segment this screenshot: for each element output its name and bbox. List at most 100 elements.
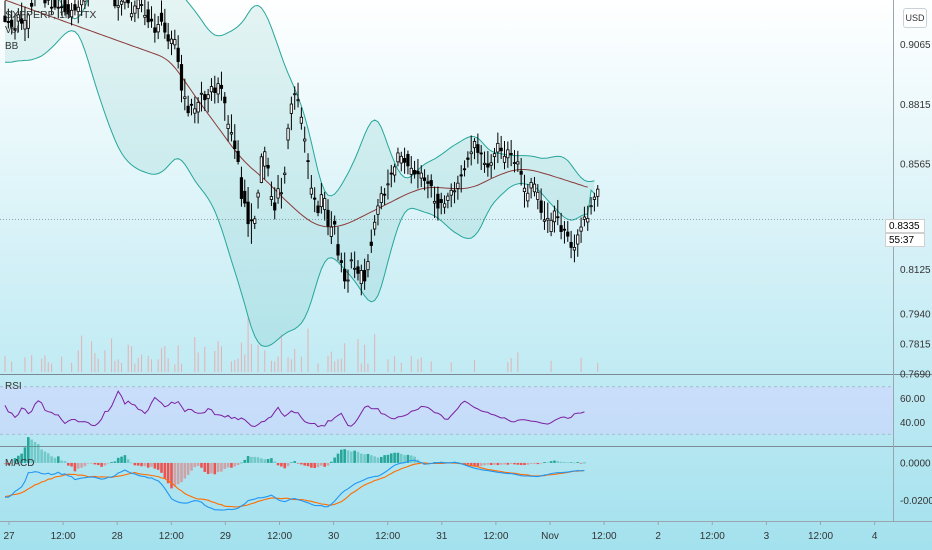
macd-histogram-bar [370, 455, 373, 463]
macd-histogram-bar [466, 462, 470, 465]
candle-body [383, 193, 387, 196]
price-tick-label: 0.7690 [900, 370, 931, 381]
candle-body [219, 84, 224, 89]
candle-body [43, 0, 47, 4]
rsi-legend[interactable]: RSI [5, 381, 22, 392]
candle-body [193, 108, 197, 114]
candle-body [452, 190, 457, 193]
volume-bar [317, 363, 319, 372]
macd-histogram-bar [300, 462, 303, 465]
candle-body [53, 0, 57, 8]
macd-histogram-bar [503, 462, 506, 465]
volume-bar [117, 359, 119, 372]
macd-histogram-bar [563, 462, 566, 463]
candle-body [60, 6, 64, 9]
macd-histogram-bar [523, 462, 526, 466]
volume-bar [277, 356, 279, 372]
macd-histogram-bar [206, 462, 210, 475]
macd-histogram-bar [333, 457, 336, 463]
macd-histogram-bar [110, 462, 113, 463]
time-tick-label: Nov [541, 531, 559, 542]
candle-body [486, 163, 490, 168]
macd-legend[interactable]: MACD [5, 458, 35, 469]
candle-body [339, 260, 343, 263]
macd-histogram-bar [243, 459, 247, 463]
macd-histogram-bar [166, 462, 170, 484]
macd-histogram-bar [376, 457, 380, 463]
candle-body [456, 182, 460, 189]
symbol-legend[interactable]: SXPPERP, 1h, FTX [5, 9, 97, 21]
candle-body [549, 219, 553, 232]
candle-body [389, 172, 393, 175]
volume-bar [240, 342, 242, 372]
macd-histogram-bar [326, 462, 330, 466]
volume-bar [327, 355, 329, 372]
candle-body [129, 13, 134, 18]
macd-histogram-bar [270, 458, 273, 463]
candle-body [303, 138, 307, 142]
currency-button[interactable]: USD [903, 8, 927, 28]
candle-body [30, 2, 34, 7]
macd-histogram-bar [273, 461, 277, 463]
candle-body [299, 116, 303, 124]
volume-bar [334, 361, 336, 372]
macd-histogram-bar [389, 453, 393, 463]
macd-histogram-bar [213, 462, 217, 475]
volume-bar [111, 338, 113, 372]
candle-body [123, 0, 127, 3]
macd-histogram-bar [170, 462, 173, 489]
volume-bar [61, 356, 63, 372]
bollinger-legend[interactable]: BB [5, 41, 19, 52]
price-tick-label: 0.9065 [900, 40, 931, 51]
candle-body [363, 270, 367, 282]
volume-bar [510, 358, 512, 372]
candle-body [56, 6, 60, 9]
candle-body [492, 153, 497, 157]
candle-body [386, 183, 390, 186]
macd-histogram-bar [406, 454, 410, 463]
candle-body [139, 4, 144, 6]
volume-legend[interactable]: Vol [5, 25, 19, 36]
volume-bar [550, 360, 552, 372]
rsi-band-fill [0, 386, 893, 435]
macd-histogram-bar [290, 462, 293, 463]
macd-histogram-bar [409, 455, 413, 463]
candle-body [479, 152, 483, 155]
macd-histogram-bar [383, 455, 386, 463]
price-tick-label: 0.8125 [900, 265, 931, 276]
time-tick-label: 12:00 [267, 531, 292, 542]
candle-body [163, 22, 167, 33]
candle-body [396, 152, 400, 163]
candle-body [229, 132, 234, 135]
candle-body [269, 196, 274, 200]
macd-histogram-bar [403, 455, 406, 463]
candle-body [579, 226, 583, 232]
candle-body [316, 205, 320, 214]
volume-bar [167, 358, 169, 372]
volume-bar [97, 358, 99, 372]
macd-histogram-bar [479, 462, 483, 466]
candle-body [596, 188, 600, 197]
candle-body [426, 181, 430, 184]
candle-body [246, 201, 250, 225]
macd-histogram-bar [356, 451, 360, 463]
candle-body [466, 157, 470, 160]
candle-body [309, 187, 313, 195]
macd-histogram-bar [173, 462, 177, 487]
macd-histogram-bar [476, 462, 480, 467]
volume-bar [77, 350, 79, 372]
candle-body [289, 103, 293, 114]
candle-body [173, 39, 177, 46]
volume-series [4, 316, 599, 372]
time-tick-label: 12:00 [592, 531, 617, 542]
macd-histogram-bar [346, 450, 350, 463]
volume-bar [151, 359, 153, 372]
volume-bar [164, 346, 166, 372]
volume-bar [410, 355, 412, 372]
macd-histogram-bar [379, 456, 383, 463]
macd-histogram-bar [509, 462, 513, 464]
macd-histogram-bar [226, 462, 230, 468]
candle-body [166, 34, 170, 42]
macd-histogram-bar [120, 456, 123, 463]
